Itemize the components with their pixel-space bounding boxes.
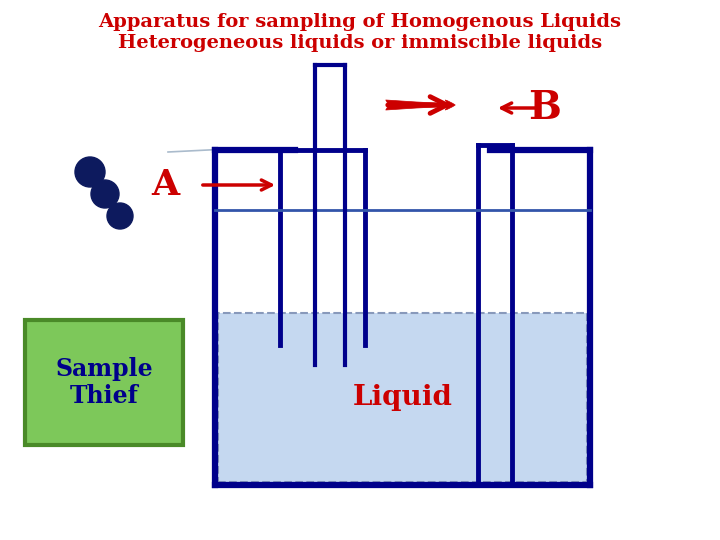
Text: Heterogeneous liquids or immiscible liquids: Heterogeneous liquids or immiscible liqu… [118,34,602,52]
Circle shape [75,157,105,187]
Text: Sample
Thief: Sample Thief [55,356,153,408]
Text: B: B [528,89,562,127]
Bar [218,313,587,482]
Circle shape [107,203,133,229]
Text: Liquid: Liquid [353,384,452,411]
Text: Apparatus for sampling of Homogenous Liquids: Apparatus for sampling of Homogenous Liq… [99,13,621,31]
Text: A: A [151,168,179,202]
Circle shape [91,180,119,208]
Bar [25,320,183,445]
